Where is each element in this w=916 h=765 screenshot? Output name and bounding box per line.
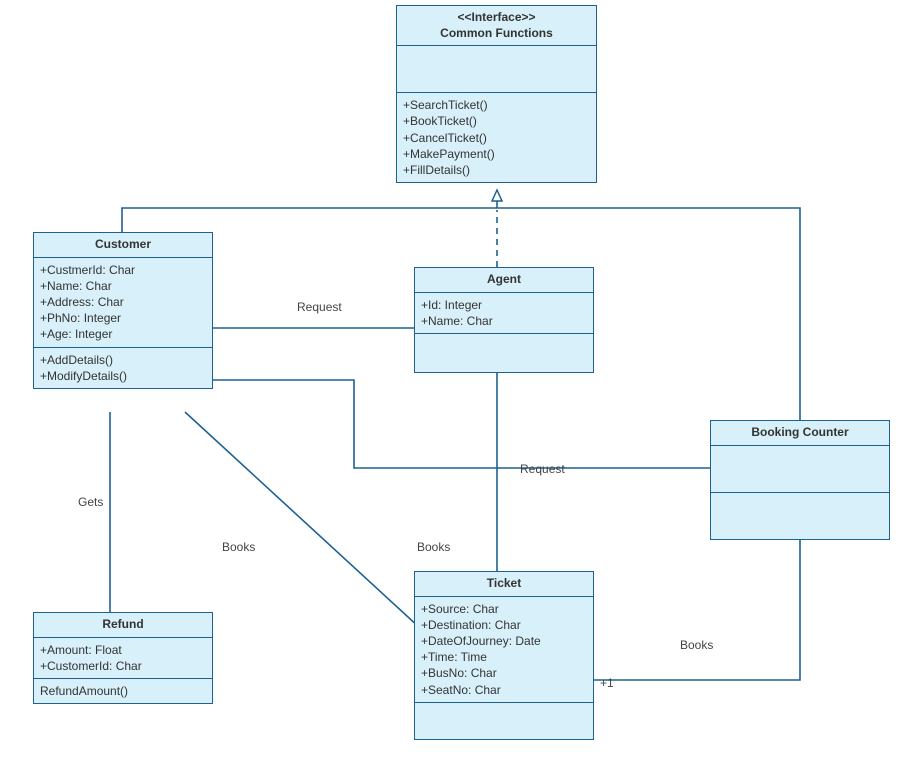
edge-customer-bookingcounter	[213, 380, 710, 468]
attrs-section: +Id: Integer +Name: Char	[415, 293, 593, 334]
label-request-2: Request	[520, 462, 565, 476]
class-title: <<Interface>> Common Functions	[397, 6, 596, 46]
ops-section	[711, 493, 889, 539]
class-title: Refund	[34, 613, 212, 638]
class-agent: Agent +Id: Integer +Name: Char	[414, 267, 594, 373]
class-title: Booking Counter	[711, 421, 889, 446]
class-ticket: Ticket +Source: Char +Destination: Char …	[414, 571, 594, 740]
ops-section: +SearchTicket() +BookTicket() +CancelTic…	[397, 93, 596, 182]
attrs-section: +Amount: Float +CustomerId: Char	[34, 638, 212, 679]
edge-customer-ticket	[185, 412, 420, 628]
ops-section	[415, 703, 593, 739]
class-customer: Customer +CustmerId: Char +Name: Char +A…	[33, 232, 213, 389]
edge-bookingcounter-ticket	[594, 540, 800, 680]
class-booking-counter: Booking Counter	[710, 420, 890, 540]
attrs-section: +CustmerId: Char +Name: Char +Address: C…	[34, 258, 212, 348]
label-request-1: Request	[297, 300, 342, 314]
label-books-agent: Books	[417, 540, 450, 554]
ops-section	[415, 334, 593, 372]
ops-section: RefundAmount()	[34, 679, 212, 703]
ops-section: +AddDetails() +ModifyDetails()	[34, 348, 212, 388]
class-title: Agent	[415, 268, 593, 293]
attrs-section: +Source: Char +Destination: Char +DateOf…	[415, 597, 593, 703]
attrs-section	[397, 46, 596, 93]
class-refund: Refund +Amount: Float +CustomerId: Char …	[33, 612, 213, 704]
attrs-section	[711, 446, 889, 493]
label-books-counter: Books	[680, 638, 713, 652]
edge-customer-common	[122, 208, 497, 232]
label-mult-plus1: +1	[600, 676, 614, 690]
class-common-functions: <<Interface>> Common Functions +SearchTi…	[396, 5, 597, 183]
class-title: Customer	[34, 233, 212, 258]
class-title: Ticket	[415, 572, 593, 597]
diagram-canvas: Request Books Gets Books Books +1 Reques…	[0, 0, 916, 765]
label-books-customer: Books	[222, 540, 255, 554]
label-gets: Gets	[78, 495, 103, 509]
